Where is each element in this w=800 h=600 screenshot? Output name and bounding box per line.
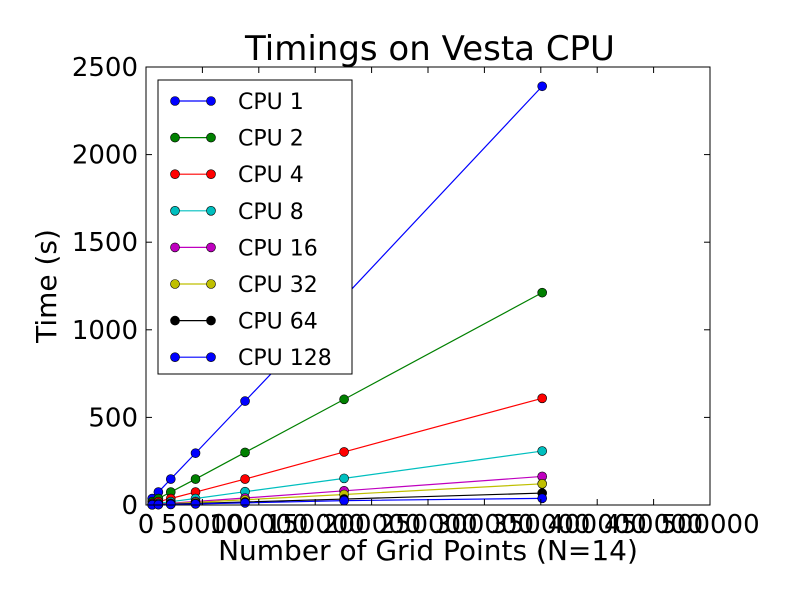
data-point [339, 394, 349, 405]
data-point [165, 499, 176, 510]
legend-marker [170, 352, 180, 363]
legend-item: CPU 4 [170, 163, 304, 188]
legend-marker [170, 279, 180, 289]
data-point [240, 396, 250, 406]
x-tick-label: 300000 [435, 510, 534, 540]
legend-marker [206, 242, 216, 253]
chart-title: Timings on Vesta CPU [244, 29, 615, 69]
data-point [190, 474, 201, 484]
legend-marker [206, 279, 216, 289]
legend-marker [170, 242, 180, 253]
legend-marker [170, 132, 180, 143]
legend-item: CPU 2 [170, 127, 304, 152]
legend-label: CPU 32 [238, 273, 318, 298]
legend-marker [206, 206, 216, 216]
data-point [537, 287, 547, 298]
data-point [240, 474, 250, 484]
legend-marker [206, 169, 216, 179]
data-point [240, 447, 250, 458]
legend-label: CPU 16 [238, 236, 318, 261]
legend-label: CPU 8 [238, 200, 304, 225]
legend-item: CPU 1 [170, 90, 304, 115]
data-point [190, 448, 201, 458]
tick-layer: 0 500001000001500002000002500003000003500… [72, 53, 760, 540]
legend-marker [206, 96, 216, 106]
legend-label: CPU 4 [238, 163, 304, 188]
legend-box [157, 79, 353, 375]
y-tick-label: 0 [121, 491, 138, 521]
legend-item: CPU 64 [170, 310, 318, 335]
legend: CPU 1 CPU 2 CPU 4 CPU 8 CPU 16 CPU 32 CPU 64 CP… [157, 79, 353, 375]
series-8 [147, 493, 547, 510]
legend-label: CPU 1 [238, 90, 304, 115]
legend-label: CPU 64 [238, 310, 318, 335]
x-tick-label: 0 [138, 510, 155, 540]
y-tick-label: 2500 [72, 53, 138, 83]
plot-frame [145, 66, 711, 506]
legend-item: CPU 16 [170, 236, 318, 261]
legend-marker [170, 169, 180, 179]
legend-label: CPU 2 [238, 127, 304, 152]
legend-marker [206, 132, 216, 143]
legend-marker [170, 315, 180, 326]
y-tick-label: 1500 [72, 228, 138, 258]
x-tick-label: 350000 [491, 510, 590, 540]
x-tick-label: 250000 [378, 510, 477, 540]
data-point [537, 393, 547, 404]
data-point [190, 499, 201, 509]
y-tick-label: 1000 [72, 316, 138, 346]
legend-item: CPU 32 [170, 273, 318, 298]
legend-marker [206, 352, 216, 363]
y-axis-label: Time (s) [30, 229, 63, 344]
legend-marker [170, 96, 180, 106]
x-tick-label: 500000 [660, 510, 759, 540]
x-tick-label: 450000 [604, 510, 703, 540]
legend-marker [206, 315, 216, 326]
data-point [537, 446, 547, 456]
data-point [165, 474, 176, 484]
y-tick-label: 2000 [72, 141, 138, 171]
x-tick-label: 400000 [548, 510, 647, 540]
legend-label: CPU 128 [238, 346, 332, 371]
data-point [240, 498, 250, 508]
data-point [339, 447, 349, 457]
y-tick-label: 500 [88, 403, 138, 433]
x-tick-label: 100000 [209, 510, 308, 540]
data-point [537, 493, 547, 504]
data-point [339, 473, 349, 484]
x-tick-label: 150000 [266, 510, 365, 540]
x-axis-label: Number of Grid Points (N=14) [218, 534, 638, 567]
legend-marker [170, 206, 180, 216]
data-point [537, 81, 547, 92]
legend-item: CPU 8 [170, 200, 304, 225]
x-tick-label: 50000 [161, 510, 244, 540]
data-point [537, 479, 547, 489]
data-point [339, 495, 349, 506]
x-tick-label: 200000 [322, 510, 421, 540]
legend-item: CPU 128 [170, 346, 332, 371]
